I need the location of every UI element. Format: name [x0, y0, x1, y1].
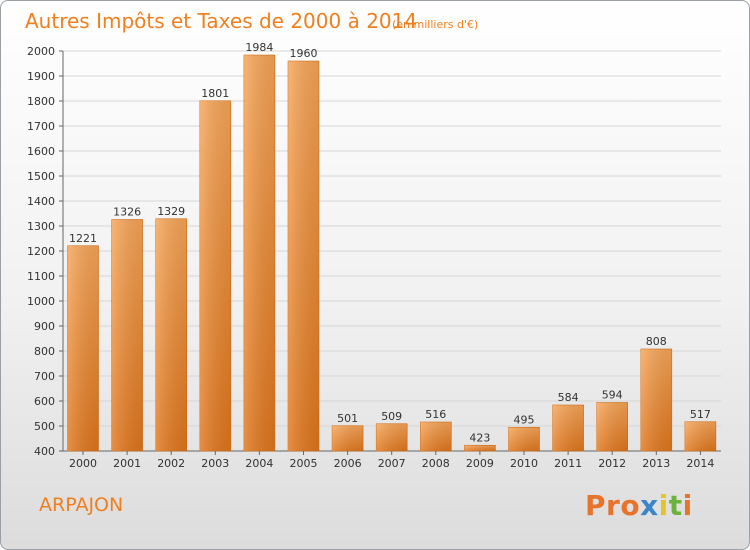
y-tick-label: 1000 [27, 295, 55, 308]
x-tick-label: 2001 [113, 457, 141, 470]
logo-letter: i [682, 489, 693, 522]
bar-shade-2003 [199, 100, 231, 451]
bar-shade-2005 [288, 61, 319, 451]
bar-value-label: 1221 [69, 232, 97, 245]
logo-letter: x [640, 489, 659, 522]
bar-shade-2006 [332, 425, 364, 451]
x-tick-label: 2012 [598, 457, 626, 470]
y-tick-label: 900 [34, 320, 55, 333]
x-tick-label: 2002 [157, 457, 185, 470]
y-tick-label: 1500 [27, 170, 55, 183]
chart-title: Autres Impôts et Taxes de 2000 à 2014 [25, 9, 417, 33]
bar-shade-2008 [420, 422, 452, 451]
x-tick-label: 2011 [554, 457, 582, 470]
bar-shade-2012 [596, 402, 628, 451]
bar-shade-2010 [508, 427, 540, 451]
bars [67, 54, 717, 452]
bar-value-label: 1984 [245, 41, 273, 54]
y-tick-label: 1300 [27, 220, 55, 233]
y-tick-label: 1100 [27, 270, 55, 283]
y-tick-label: 1600 [27, 145, 55, 158]
x-tick-label: 2009 [466, 457, 494, 470]
bar-value-label: 1326 [113, 206, 141, 219]
x-tick-label: 2007 [378, 457, 406, 470]
bar-shade-2000 [67, 245, 99, 451]
logo-letter: i [658, 489, 669, 522]
y-tick-label: 1800 [27, 95, 55, 108]
y-tick-labels: 400 500 600 700 800 900 1000 1100 1200 1300 1400 15… [27, 45, 55, 458]
bar-value-labels: 1221 1326 1329 1801 1984 1960 501 509 516 423 495 5… [69, 41, 711, 444]
y-tick-label: 600 [34, 395, 55, 408]
logo-letter: r [606, 489, 621, 522]
bar-value-label: 495 [514, 413, 535, 426]
bar-shade-2014 [684, 421, 716, 451]
x-tick-label: 2000 [69, 457, 97, 470]
bar-value-label: 1801 [201, 87, 229, 100]
chart-subtitle: (en milliers d'€) [392, 18, 478, 31]
logo-letter: o [620, 489, 641, 522]
bar-value-label: 516 [425, 408, 446, 421]
bar-shade-2013 [640, 349, 672, 451]
bar-value-label: 594 [602, 389, 623, 402]
x-tick-label: 2005 [290, 457, 318, 470]
y-tick-label: 2000 [27, 45, 55, 58]
bar-value-label: 808 [646, 335, 667, 348]
x-tick-label: 2008 [422, 457, 450, 470]
bar-shade-2001 [111, 219, 143, 451]
bar-value-label: 423 [469, 431, 490, 444]
y-tick-label: 800 [34, 345, 55, 358]
bar-shade-2009 [464, 445, 496, 451]
x-tick-label: 2006 [334, 457, 362, 470]
bar-shade-2007 [376, 423, 408, 451]
bar-shade-2011 [552, 405, 584, 451]
y-tick-label: 500 [34, 420, 55, 433]
x-tick-label: 2014 [686, 457, 714, 470]
x-tick-label: 2010 [510, 457, 538, 470]
y-tick-label: 1200 [27, 245, 55, 258]
x-tick-label: 2013 [642, 457, 670, 470]
x-tick-labels: 2000 2001 2002 2003 2004 2005 2006 2007 2008 2009… [69, 451, 714, 470]
y-tick-label: 700 [34, 370, 55, 383]
bar-value-label: 517 [690, 408, 711, 421]
bar-value-label: 509 [381, 410, 402, 423]
logo-letter: t [668, 489, 683, 522]
bar-value-label: 1329 [157, 205, 185, 218]
x-tick-label: 2003 [201, 457, 229, 470]
bar-shade-2004 [243, 55, 275, 451]
y-tick-label: 1400 [27, 195, 55, 208]
bar-value-label: 584 [558, 391, 579, 404]
y-tick-label: 1700 [27, 120, 55, 133]
logo-letter: P [585, 489, 607, 522]
proxiti-logo: Proxiti [585, 489, 693, 522]
y-tick-label: 400 [34, 445, 55, 458]
bar-shade-2002 [155, 218, 187, 451]
x-tick-label: 2004 [245, 457, 273, 470]
bar-value-label: 1960 [290, 47, 318, 60]
bar-value-label: 501 [337, 412, 358, 425]
commune-name: ARPAJON [39, 494, 124, 516]
y-tick-label: 1900 [27, 70, 55, 83]
